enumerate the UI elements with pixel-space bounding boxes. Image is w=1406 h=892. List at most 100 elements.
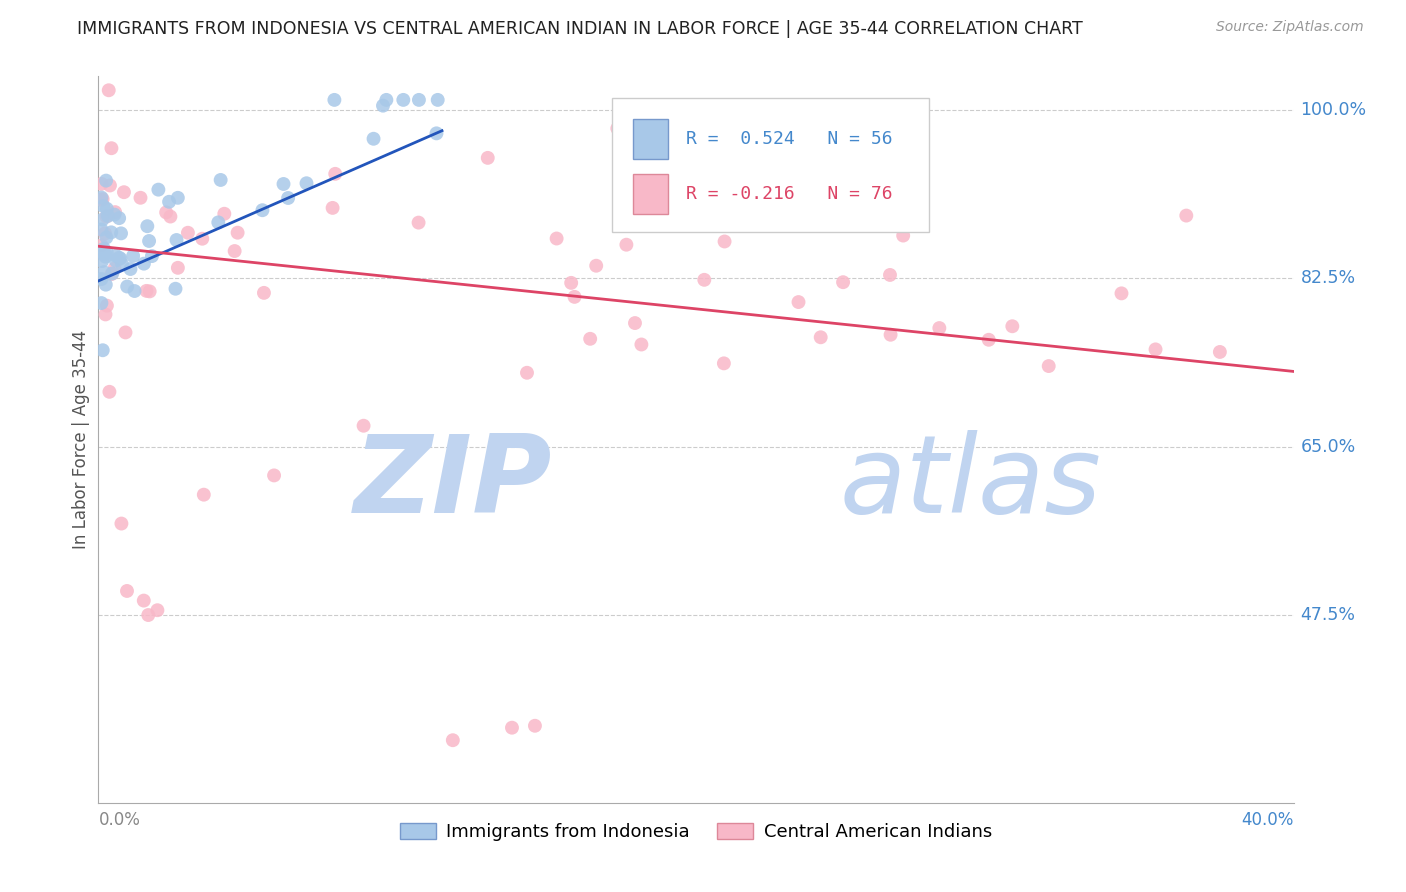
Point: [166, 191, 188, 205]
Point: [693, 273, 716, 287]
Point: [136, 608, 159, 623]
Point: [191, 232, 214, 246]
Point: [90, 238, 112, 252]
Point: [713, 235, 735, 249]
Point: [624, 316, 647, 330]
Point: [501, 721, 523, 735]
Point: [891, 228, 914, 243]
Point: [94, 227, 117, 241]
Point: [426, 93, 449, 107]
Text: 40.0%: 40.0%: [1241, 811, 1294, 829]
Point: [90, 296, 112, 310]
Point: [214, 207, 236, 221]
Point: [408, 93, 430, 107]
Point: [825, 212, 848, 227]
Y-axis label: In Labor Force | Age 35-44: In Labor Force | Age 35-44: [72, 330, 90, 549]
Point: [560, 276, 582, 290]
Point: [609, 188, 631, 202]
Point: [98, 384, 121, 399]
Point: [93, 265, 115, 279]
FancyBboxPatch shape: [613, 97, 929, 232]
Point: [207, 215, 229, 229]
Point: [1209, 345, 1232, 359]
Point: [96, 202, 118, 216]
Bar: [633, 120, 668, 160]
Point: [879, 327, 901, 342]
Point: [363, 132, 385, 146]
Point: [100, 141, 122, 155]
Point: [516, 366, 538, 380]
Point: [108, 211, 131, 226]
Point: [98, 178, 121, 193]
Point: [90, 222, 112, 236]
Point: [108, 251, 131, 265]
Point: [606, 121, 628, 136]
Point: [828, 156, 851, 170]
Point: [115, 584, 138, 599]
Point: [103, 261, 125, 276]
Point: [408, 216, 430, 230]
Text: 82.5%: 82.5%: [1301, 269, 1355, 287]
Point: [832, 275, 855, 289]
Point: [90, 190, 112, 204]
Point: [371, 98, 394, 112]
Point: [94, 250, 117, 264]
Point: [263, 468, 285, 483]
Point: [177, 226, 200, 240]
Point: [977, 333, 1000, 347]
Point: [132, 257, 155, 271]
Text: atlas: atlas: [839, 431, 1101, 535]
Point: [93, 244, 115, 258]
Point: [110, 252, 132, 266]
Point: [224, 244, 246, 258]
Point: [669, 181, 692, 195]
Point: [1144, 343, 1167, 357]
Point: [148, 183, 170, 197]
Point: [787, 295, 810, 310]
Text: IMMIGRANTS FROM INDONESIA VS CENTRAL AMERICAN INDIAN IN LABOR FORCE | AGE 35-44 : IMMIGRANTS FROM INDONESIA VS CENTRAL AME…: [77, 20, 1083, 37]
Point: [114, 326, 136, 340]
Point: [110, 516, 132, 531]
Point: [141, 249, 163, 263]
Point: [579, 332, 602, 346]
Point: [93, 247, 115, 261]
Point: [157, 194, 180, 209]
Point: [90, 272, 112, 286]
Point: [523, 719, 546, 733]
Point: [94, 307, 117, 321]
Point: [100, 267, 122, 281]
Point: [353, 418, 375, 433]
Point: [146, 603, 169, 617]
Point: [323, 167, 346, 181]
Point: [112, 185, 135, 199]
Point: [96, 210, 118, 224]
Point: [90, 193, 112, 207]
Point: [104, 249, 127, 263]
Point: [713, 356, 735, 370]
Point: [425, 126, 447, 140]
Point: [96, 245, 118, 260]
Point: [138, 234, 160, 248]
Point: [165, 282, 187, 296]
Point: [295, 176, 318, 190]
Point: [94, 173, 117, 187]
Point: [93, 242, 115, 256]
Point: [101, 267, 124, 281]
Bar: [633, 174, 668, 214]
Point: [1175, 209, 1198, 223]
Point: [193, 488, 215, 502]
Text: R = -0.216   N = 76: R = -0.216 N = 76: [686, 185, 893, 203]
Point: [253, 285, 276, 300]
Text: R =  0.524   N = 56: R = 0.524 N = 56: [686, 130, 893, 148]
Point: [322, 201, 344, 215]
Point: [630, 337, 652, 351]
Point: [135, 284, 157, 298]
Point: [273, 177, 295, 191]
Point: [564, 290, 586, 304]
Text: 0.0%: 0.0%: [98, 811, 141, 829]
Point: [103, 208, 125, 222]
Point: [477, 151, 499, 165]
Point: [96, 299, 118, 313]
Text: 100.0%: 100.0%: [1301, 101, 1367, 119]
Point: [96, 230, 118, 244]
